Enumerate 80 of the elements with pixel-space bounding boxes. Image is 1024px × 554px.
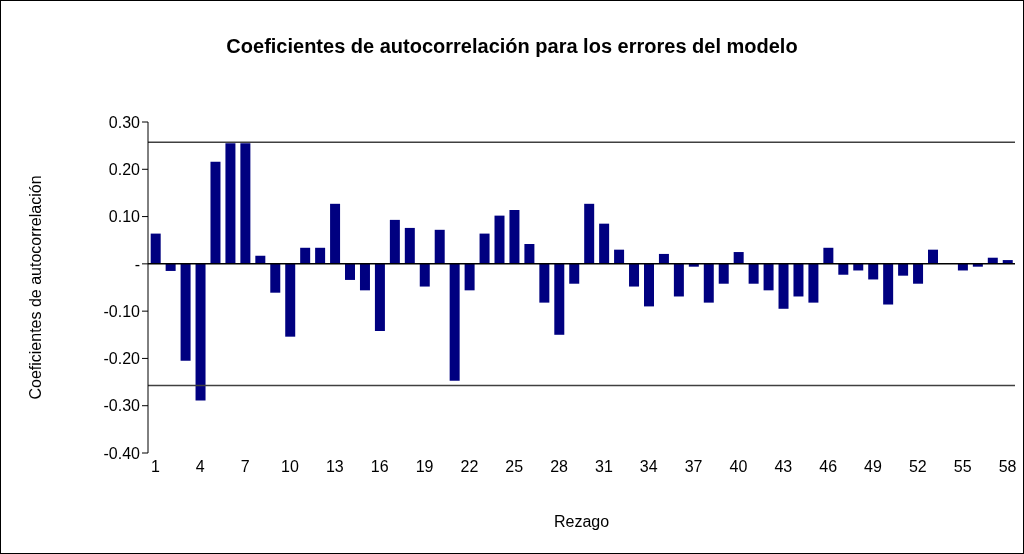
bar xyxy=(300,247,311,264)
bar xyxy=(434,229,445,264)
x-tick-label: 25 xyxy=(505,458,524,476)
bar xyxy=(404,227,415,264)
bar xyxy=(643,263,654,307)
bar xyxy=(539,263,550,303)
y-tick-label: 0.10 xyxy=(108,208,141,226)
x-tick-label: 13 xyxy=(325,458,344,476)
x-tick-label: 1 xyxy=(151,458,161,476)
x-tick-label: 52 xyxy=(908,458,927,476)
bar xyxy=(210,161,221,264)
bar xyxy=(629,263,640,287)
bar xyxy=(554,263,565,335)
bar xyxy=(195,263,206,401)
bar xyxy=(793,263,804,297)
x-tick-label: 55 xyxy=(953,458,972,476)
y-tick-label: -0.20 xyxy=(103,350,141,368)
bar xyxy=(419,263,430,287)
bar xyxy=(315,247,326,264)
y-tick-label: -0.30 xyxy=(103,397,141,415)
bar xyxy=(614,249,625,264)
bar xyxy=(778,263,789,309)
bar xyxy=(449,263,460,381)
bar xyxy=(524,244,535,264)
x-tick-label: 34 xyxy=(639,458,658,476)
bar xyxy=(913,263,924,284)
bar xyxy=(359,263,370,291)
bar xyxy=(898,263,909,276)
x-tick-label: 46 xyxy=(819,458,838,476)
bar xyxy=(883,263,894,305)
x-tick-label: 22 xyxy=(460,458,479,476)
bar xyxy=(599,223,610,264)
bar xyxy=(748,263,759,284)
bar xyxy=(285,263,296,337)
y-tick-label: -0.10 xyxy=(103,302,141,320)
bar xyxy=(569,263,580,284)
bar xyxy=(808,263,819,303)
x-tick-label: 43 xyxy=(774,458,793,476)
bar xyxy=(509,209,520,264)
bar xyxy=(658,253,669,264)
bar xyxy=(464,263,475,291)
x-tick-label: 49 xyxy=(864,458,882,476)
bar xyxy=(868,263,879,280)
x-tick-label: 58 xyxy=(998,458,1017,476)
bar xyxy=(494,215,505,264)
bar xyxy=(374,263,385,331)
bar xyxy=(345,263,356,280)
bar xyxy=(270,263,281,293)
bar xyxy=(703,263,714,303)
y-tick-label: 0.20 xyxy=(108,160,141,178)
x-axis-title: Rezago xyxy=(553,513,610,530)
bar xyxy=(180,263,191,361)
bar xyxy=(150,233,161,264)
y-tick-label: -0.40 xyxy=(103,444,141,462)
x-tick-label: 16 xyxy=(370,458,389,476)
x-tick-label: 28 xyxy=(550,458,569,476)
bar xyxy=(928,249,938,264)
bar xyxy=(823,247,834,264)
y-axis-title: Coeficientes de autocorrelación xyxy=(26,175,44,400)
bar xyxy=(240,143,251,264)
bar xyxy=(225,143,236,264)
bar xyxy=(584,203,595,264)
bar xyxy=(718,263,729,284)
y-tick-label: - xyxy=(134,255,140,273)
bar xyxy=(733,252,744,264)
x-tick-label: 7 xyxy=(240,458,250,476)
x-tick-label: 10 xyxy=(281,458,300,476)
bar xyxy=(838,263,849,275)
bar xyxy=(479,233,490,264)
x-tick-label: 37 xyxy=(684,458,703,476)
y-tick-label: 0.30 xyxy=(108,113,141,131)
x-tick-label: 19 xyxy=(415,458,434,476)
bar xyxy=(763,263,774,291)
bar xyxy=(673,263,684,297)
x-tick-label: 31 xyxy=(595,458,613,476)
chart-title: Coeficientes de autocorrelación para los errores del modelo xyxy=(225,35,799,58)
x-tick-label: 4 xyxy=(195,458,205,476)
bar xyxy=(389,219,400,264)
x-tick-label: 40 xyxy=(729,458,748,476)
bar xyxy=(330,203,341,264)
